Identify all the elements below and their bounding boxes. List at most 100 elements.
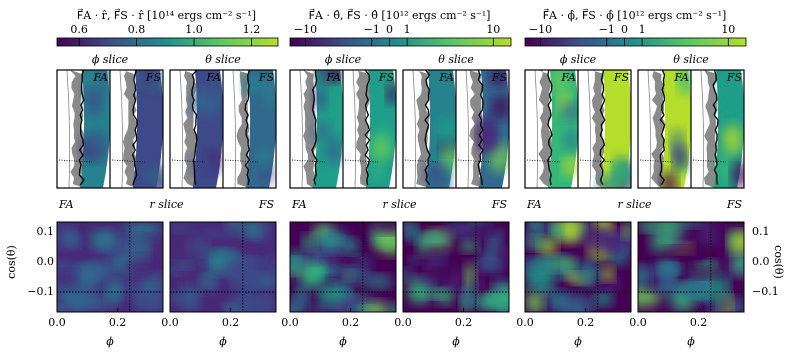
heatmap-blob <box>471 273 483 298</box>
heatmap-frame <box>637 221 745 313</box>
heatmap-blob <box>556 222 584 243</box>
gray-region <box>416 70 430 188</box>
slice-left-label: FA <box>560 71 576 84</box>
slice-title: θ slice <box>205 53 241 66</box>
heatmap <box>638 222 744 312</box>
slice-right-label: FS <box>378 71 395 84</box>
colorbar-tick-label: −1 <box>599 23 615 36</box>
heatmap-blob <box>349 293 379 302</box>
gray-region <box>469 70 483 188</box>
heatmap-blob <box>525 257 554 273</box>
gray-region <box>236 70 250 188</box>
heatmap <box>170 222 276 312</box>
heatmap-blob <box>638 286 662 307</box>
y-tick-label: 0.0 <box>37 255 55 268</box>
dotted-line <box>171 159 206 163</box>
strip-outline <box>119 70 124 188</box>
heatmap-blob <box>315 282 348 305</box>
flux-blob <box>553 70 569 95</box>
y-tick-label: 0.1 <box>37 225 55 238</box>
heatmap-blob <box>545 290 567 311</box>
slice-strip <box>171 70 223 188</box>
flux-blob <box>89 125 105 160</box>
x-tick-label: 0.0 <box>516 316 534 329</box>
heatmap-blob <box>470 222 499 236</box>
boundary-line <box>547 70 553 186</box>
slice-title: ϕ slice <box>92 53 129 66</box>
slice-strip <box>224 70 276 188</box>
heatmap-blob <box>89 230 117 250</box>
dotted-line <box>291 159 326 163</box>
flux-blob <box>386 83 396 105</box>
flux-blob <box>191 155 215 175</box>
slice-strip <box>639 70 691 188</box>
slice-title: θ slice <box>438 53 474 66</box>
heatmap-blob <box>197 240 210 256</box>
heatmap-blob <box>460 239 478 253</box>
flux-blob <box>372 162 385 180</box>
heatmap-blob <box>77 265 104 287</box>
boundary-line <box>191 70 198 186</box>
colorbar-tick-label: 0.8 <box>128 23 146 36</box>
x-tick-label: 0.0 <box>394 316 412 329</box>
heatmap-blob <box>388 302 396 312</box>
heatmap-blob <box>290 297 307 312</box>
heatmap-blob <box>490 286 509 309</box>
slice-right-label: FS <box>145 71 162 84</box>
x-axis-label: ϕ <box>452 335 460 348</box>
y-tick-label: 0.1 <box>752 225 770 238</box>
heatmap-blob <box>300 261 321 288</box>
heatmap-blob <box>458 289 474 301</box>
slice-strip <box>404 70 456 188</box>
heatmap-blob <box>57 270 78 288</box>
dotted-line <box>639 159 674 163</box>
heatmap-blob <box>375 227 396 255</box>
flux-blob <box>312 87 327 111</box>
colorbar-tick-label: 10 <box>721 23 735 36</box>
slice-left-label: FA <box>205 71 221 84</box>
heatmap-blob <box>685 275 712 300</box>
strip-outline <box>66 70 71 188</box>
heatmap-blob <box>136 241 156 252</box>
flux-blob <box>719 75 742 110</box>
flux-blob <box>562 128 578 152</box>
heatmap-blob <box>199 274 217 288</box>
heatmap-blob <box>186 234 201 259</box>
heatmap-blob <box>106 279 122 305</box>
x-tick-label: 0.2 <box>222 316 240 329</box>
strip-outline <box>179 70 184 188</box>
heatmap-blob <box>423 262 456 280</box>
dotted-line <box>58 159 93 163</box>
flux-blob <box>731 160 744 188</box>
heatmap-blob <box>252 291 274 307</box>
slice-right-label: FS <box>258 71 275 84</box>
x-axis-label: ϕ <box>687 335 695 348</box>
heatmap-blob <box>732 251 744 277</box>
dotted-line <box>692 159 727 163</box>
heatmap-blob <box>223 258 258 285</box>
flux-blob <box>376 70 393 91</box>
flux-blob <box>323 136 343 165</box>
heatmap-blob <box>711 244 725 255</box>
flux-blob <box>145 163 163 185</box>
heatmap-blob <box>302 234 316 250</box>
heatmap-blob <box>575 260 601 286</box>
heatmap-blob <box>563 294 594 312</box>
dotted-line <box>457 159 492 163</box>
flux-blob <box>424 164 446 185</box>
heatmap-blob <box>487 228 502 256</box>
heatmap-blob <box>705 258 717 268</box>
y-tick-label: −0.1 <box>27 285 54 298</box>
colorbar <box>56 37 279 47</box>
slice-title: θ slice <box>673 53 709 66</box>
colorbar-tick-label: −10 <box>294 23 317 36</box>
heatmap-blob <box>225 222 245 235</box>
heatmap-blob <box>171 260 196 270</box>
strip-outline <box>352 70 357 188</box>
heatmap-blob <box>473 259 508 271</box>
y-axis-label: cos(θ) <box>772 245 785 279</box>
y-tick-label: 0.0 <box>752 255 770 268</box>
x-tick-label: 0.0 <box>161 316 179 329</box>
colorbar-tick-label: 1.0 <box>185 23 203 36</box>
flux-band <box>133 70 163 188</box>
